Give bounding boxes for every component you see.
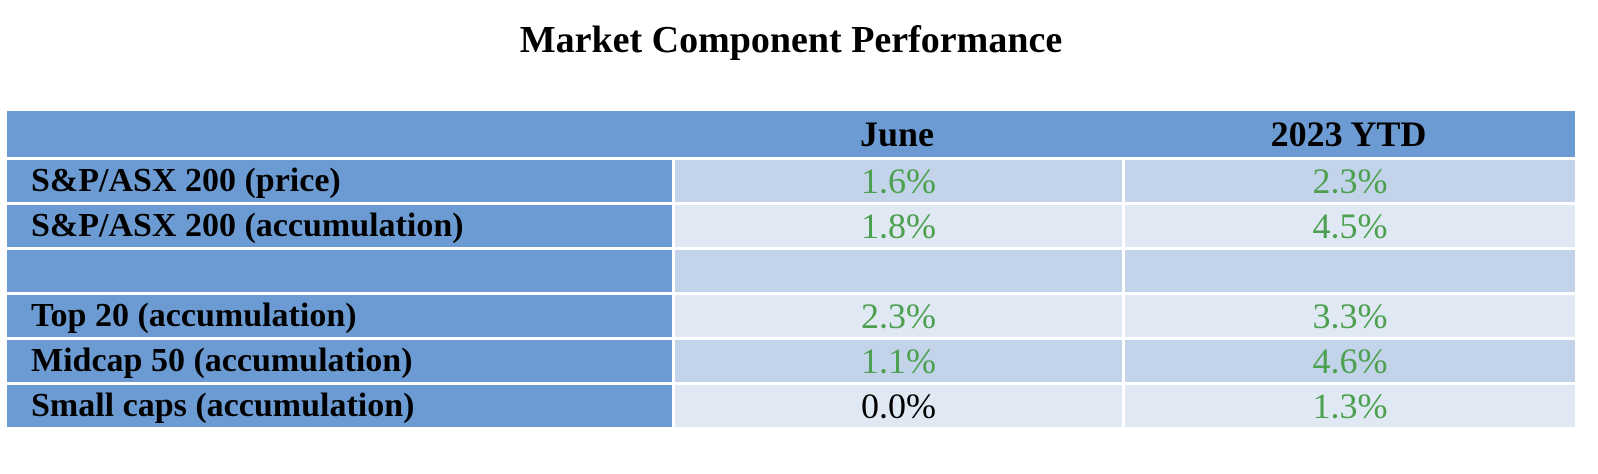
value-cell-june: 0.0%: [672, 382, 1122, 427]
value-cell-ytd: 4.6%: [1122, 337, 1575, 382]
value-cell-june: 2.3%: [672, 292, 1122, 337]
table-row-midcap50-accumulation: Midcap 50 (accumulation) 1.1% 4.6%: [7, 337, 1575, 382]
value-cell-ytd: 3.3%: [1122, 292, 1575, 337]
row-label: S&P/ASX 200 (accumulation): [7, 202, 672, 247]
page: Market Component Performance June 2023 Y…: [0, 18, 1598, 427]
value-cell-ytd-empty: [1122, 247, 1575, 292]
header-corner-cell: [7, 111, 672, 157]
value-cell-june-empty: [672, 247, 1122, 292]
table-row-asx200-price: S&P/ASX 200 (price) 1.6% 2.3%: [7, 157, 1575, 202]
table-row-spacer: [7, 247, 1575, 292]
value-cell-june: 1.8%: [672, 202, 1122, 247]
column-header-2023-ytd: 2023 YTD: [1122, 111, 1575, 157]
row-label: Midcap 50 (accumulation): [7, 337, 672, 382]
column-header-june: June: [672, 111, 1122, 157]
table-row-smallcaps-accumulation: Small caps (accumulation) 0.0% 1.3%: [7, 382, 1575, 427]
table-row-asx200-accumulation: S&P/ASX 200 (accumulation) 1.8% 4.5%: [7, 202, 1575, 247]
table-row-top20-accumulation: Top 20 (accumulation) 2.3% 3.3%: [7, 292, 1575, 337]
page-title: Market Component Performance: [519, 19, 1063, 61]
value-cell-june: 1.6%: [672, 157, 1122, 202]
row-label: Small caps (accumulation): [7, 382, 672, 427]
row-label: S&P/ASX 200 (price): [7, 157, 672, 202]
row-label-empty: [7, 247, 672, 292]
value-cell-ytd: 4.5%: [1122, 202, 1575, 247]
performance-table: June 2023 YTD S&P/ASX 200 (price) 1.6% 2…: [7, 111, 1575, 427]
value-cell-june: 1.1%: [672, 337, 1122, 382]
value-cell-ytd: 2.3%: [1122, 157, 1575, 202]
row-label: Top 20 (accumulation): [7, 292, 672, 337]
value-cell-ytd: 1.3%: [1122, 382, 1575, 427]
header-row: June 2023 YTD: [7, 111, 1575, 157]
